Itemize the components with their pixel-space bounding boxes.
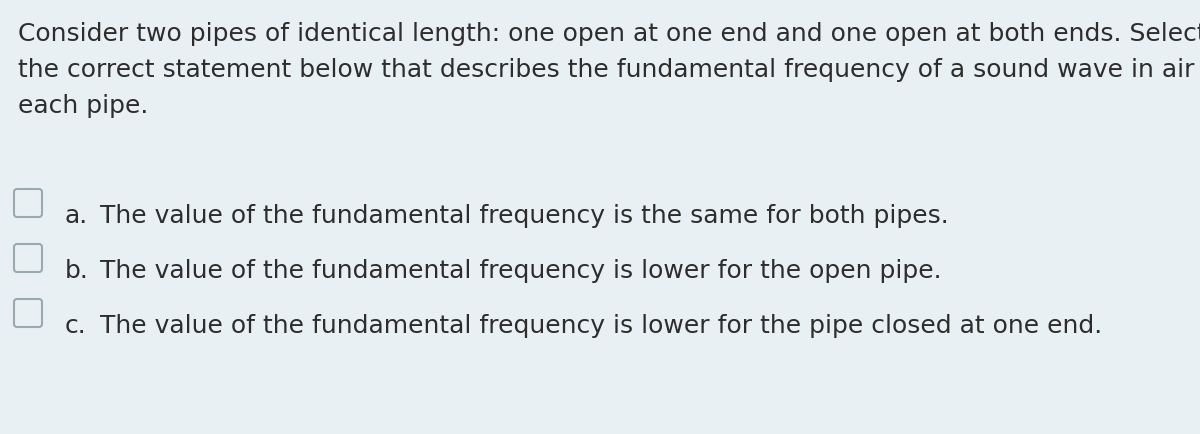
Text: the correct statement below that describes the fundamental frequency of a sound : the correct statement below that describ… — [18, 58, 1200, 82]
Text: b.: b. — [65, 258, 89, 283]
Text: Consider two pipes of identical length: one open at one end and one open at both: Consider two pipes of identical length: … — [18, 22, 1200, 46]
Text: c.: c. — [65, 313, 86, 337]
Text: The value of the fundamental frequency is lower for the pipe closed at one end.: The value of the fundamental frequency i… — [100, 313, 1103, 337]
Text: The value of the fundamental frequency is lower for the open pipe.: The value of the fundamental frequency i… — [100, 258, 942, 283]
Text: each pipe.: each pipe. — [18, 94, 149, 118]
Text: a.: a. — [65, 204, 89, 227]
FancyBboxPatch shape — [14, 190, 42, 217]
FancyBboxPatch shape — [14, 244, 42, 273]
Text: The value of the fundamental frequency is the same for both pipes.: The value of the fundamental frequency i… — [100, 204, 949, 227]
FancyBboxPatch shape — [14, 299, 42, 327]
